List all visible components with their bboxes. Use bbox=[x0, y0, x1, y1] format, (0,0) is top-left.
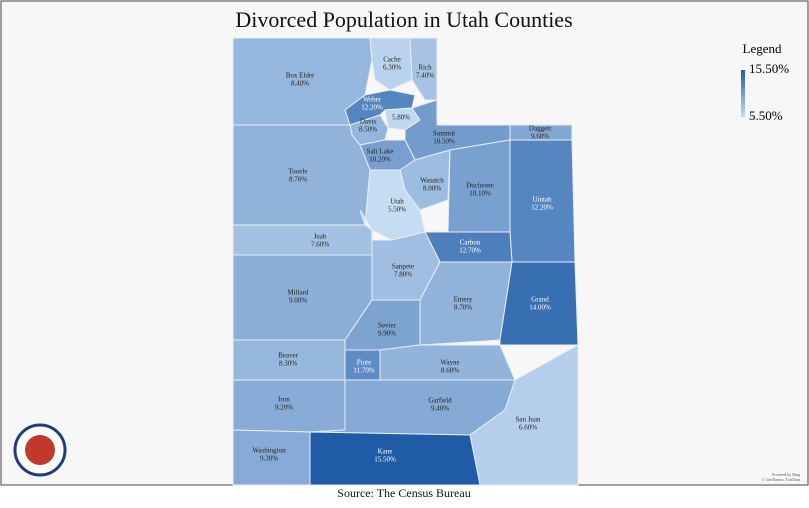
county bbox=[309, 431, 481, 486]
county-name: Summit bbox=[433, 130, 455, 138]
county-name: Wasatch bbox=[420, 177, 444, 185]
county-value: 9.00% bbox=[289, 297, 307, 305]
county-value: 14.00% bbox=[529, 304, 551, 312]
county-value: 9.90% bbox=[378, 330, 396, 338]
county-value: 5.80% bbox=[392, 114, 410, 122]
county bbox=[379, 344, 516, 381]
county-value: 8.50% bbox=[359, 126, 377, 134]
county-value: 10.50% bbox=[433, 138, 455, 146]
county-name: Daggett bbox=[529, 125, 551, 133]
county-value: 7.80% bbox=[394, 271, 412, 279]
county-name: Piute bbox=[357, 359, 371, 367]
county-value: 8.70% bbox=[454, 304, 472, 312]
county bbox=[232, 224, 373, 256]
county-value: 15.50% bbox=[374, 456, 396, 464]
county-value: 7.60% bbox=[311, 241, 329, 249]
county-name: Kane bbox=[378, 448, 393, 456]
county-name: Sanpete bbox=[392, 263, 414, 271]
county-value: 9.20% bbox=[275, 404, 293, 412]
county-value: 8.30% bbox=[279, 360, 297, 368]
title: Divorced Population in Utah Counties bbox=[235, 7, 572, 32]
county-name: Juab bbox=[314, 233, 327, 241]
county-name: Weber bbox=[363, 96, 382, 104]
county-value: 7.40% bbox=[416, 72, 434, 80]
county-value: 12.20% bbox=[531, 204, 553, 212]
county-value: 10.10% bbox=[469, 190, 491, 198]
county-name: Beaver bbox=[278, 352, 298, 360]
county-value: 6.60% bbox=[519, 424, 537, 432]
county-value: 10.20% bbox=[369, 156, 391, 164]
county-name: Rich bbox=[418, 64, 432, 72]
county-name: San Juan bbox=[515, 416, 541, 424]
source: Source: The Census Bureau bbox=[337, 486, 470, 500]
county bbox=[409, 37, 438, 101]
county-name: Iron bbox=[278, 396, 290, 404]
county-name: Tooele bbox=[289, 168, 308, 176]
county-name: Garfield bbox=[428, 397, 452, 405]
county-name: Davis bbox=[360, 118, 377, 126]
county-name: Wayne bbox=[440, 359, 459, 367]
logo-inner bbox=[25, 435, 55, 465]
legend-max: 15.50% bbox=[749, 61, 789, 76]
county-name: Salt Lake bbox=[367, 148, 394, 156]
county-value: 12.20% bbox=[361, 104, 383, 112]
county-name: Cache bbox=[383, 56, 401, 64]
county-name: Carbon bbox=[460, 239, 481, 247]
county-value: 9.60% bbox=[531, 133, 549, 141]
credit: Powered by Bing bbox=[772, 472, 800, 477]
county-value: 9.40% bbox=[431, 405, 449, 413]
county-name: Sevier bbox=[378, 322, 397, 330]
county-value: 8.40% bbox=[291, 80, 309, 88]
credit: © GeoNames, TomTom bbox=[762, 477, 801, 483]
county-name: Utah bbox=[390, 198, 404, 206]
county-value: 8.70% bbox=[289, 176, 307, 184]
legend-title: Legend bbox=[743, 41, 782, 56]
county-value: 5.50% bbox=[388, 206, 406, 214]
county-value: 8.60% bbox=[441, 367, 459, 375]
county-name: Grand bbox=[531, 296, 549, 304]
county-name: Uintah bbox=[532, 196, 552, 204]
county-value: 6.30% bbox=[383, 64, 401, 72]
county-value: 12.70% bbox=[459, 247, 481, 255]
county-value: 8.00% bbox=[423, 185, 441, 193]
county bbox=[499, 261, 579, 346]
county-value: 9.30% bbox=[260, 455, 278, 463]
county-name: Box Elder bbox=[286, 72, 315, 80]
county-value: 11.70% bbox=[353, 367, 374, 375]
legend-min: 5.50% bbox=[749, 108, 783, 123]
county-name: Emery bbox=[454, 296, 473, 304]
county-name: Washington bbox=[252, 447, 286, 455]
county-name: Millard bbox=[288, 289, 309, 297]
county-name: Duchesne bbox=[466, 182, 494, 190]
legend-bar bbox=[741, 70, 745, 117]
legend: 15.50% 5.50% bbox=[741, 61, 789, 123]
